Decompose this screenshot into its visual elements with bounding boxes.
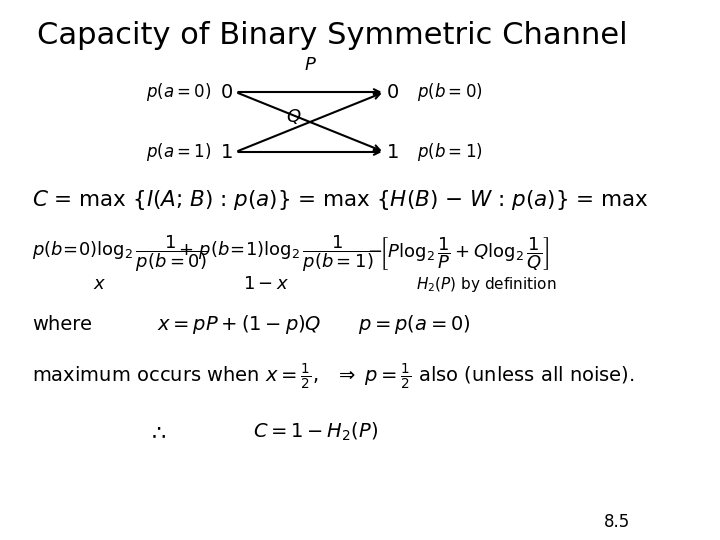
Text: $p(a = 1)$: $p(a = 1)$: [146, 141, 211, 163]
Text: $C = 1 - H_2(P)$: $C = 1 - H_2(P)$: [253, 421, 378, 443]
Text: $p(b = 1)$: $p(b = 1)$: [418, 141, 483, 163]
Text: $P$: $P$: [304, 56, 316, 74]
Text: $p(b = 0)$: $p(b = 0)$: [418, 81, 483, 103]
Text: where: where: [32, 315, 92, 334]
Text: $-\!\left[P\log_2\dfrac{1}{P}+Q\log_2\dfrac{1}{Q}\right]$: $-\!\left[P\log_2\dfrac{1}{P}+Q\log_2\df…: [367, 235, 550, 273]
Text: 1: 1: [387, 143, 400, 161]
Text: $p = p(a=0)$: $p = p(a=0)$: [358, 314, 471, 336]
Text: 0: 0: [220, 83, 233, 102]
Text: 8.5: 8.5: [603, 513, 630, 531]
Text: $x = pP + (1-p)Q$: $x = pP + (1-p)Q$: [156, 314, 321, 336]
Text: Capacity of Binary Symmetric Channel: Capacity of Binary Symmetric Channel: [37, 21, 627, 50]
Text: 0: 0: [387, 83, 400, 102]
Text: $p(b\!=\!0)\log_2\dfrac{1}{p(b=0)}$: $p(b\!=\!0)\log_2\dfrac{1}{p(b=0)}$: [32, 234, 208, 274]
Text: $1-x$: $1-x$: [243, 275, 289, 293]
Text: $\therefore$: $\therefore$: [147, 422, 166, 442]
Text: $+\ p(b\!=\!1)\log_2\dfrac{1}{p(b=1)}$: $+\ p(b\!=\!1)\log_2\dfrac{1}{p(b=1)}$: [179, 234, 376, 274]
Text: $p(a = 0)$: $p(a = 0)$: [146, 81, 211, 103]
Text: $Q$: $Q$: [287, 107, 302, 126]
Text: $C$ = max {$I$($A$; $B$) : $p$($a$)} = max {$H$($B$) $-$ $W$ : $p$($a$)} = max: $C$ = max {$I$($A$; $B$) : $p$($a$)} = m…: [32, 188, 649, 212]
Text: $H_2(P)$ by definition: $H_2(P)$ by definition: [416, 274, 557, 294]
Text: $x$: $x$: [93, 275, 107, 293]
Text: 1: 1: [220, 143, 233, 161]
Text: maximum occurs when $x = \frac{1}{2},$  $\Rightarrow$ $p = \frac{1}{2}$ also (un: maximum occurs when $x = \frac{1}{2},$ $…: [32, 362, 635, 392]
